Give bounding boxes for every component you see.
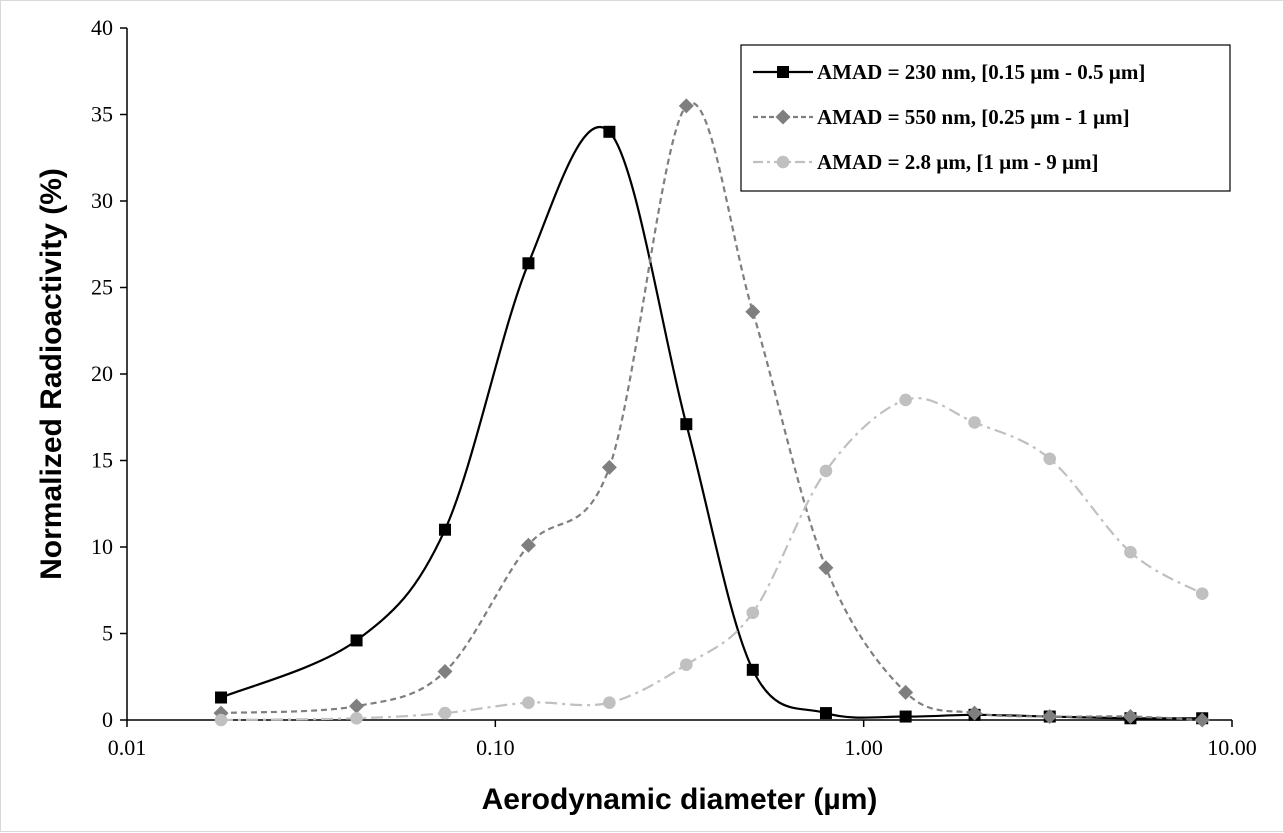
series-2: [213, 98, 1210, 728]
y-tick-label: 40: [91, 15, 113, 40]
series-3-line: [221, 397, 1203, 722]
x-axis-title: Aerodynamic diameter (µm): [482, 783, 878, 816]
data-point: [899, 710, 912, 723]
axes-layer: 0 5 10 15 20 25 30 35 40 0.01 0.10 1.00 10.00: [91, 15, 1257, 760]
data-point: [1124, 545, 1137, 559]
legend-label-3: AMAD = 2.8 µm, [1 µm - 9 µm]: [817, 150, 1099, 174]
y-axis-title: Normalized Radioactivity (%): [35, 168, 68, 580]
data-point: [680, 418, 693, 431]
data-point: [349, 698, 365, 714]
series-2-line: [220, 101, 1203, 722]
data-point: [967, 705, 983, 721]
series-1: [215, 125, 1209, 725]
data-point: [680, 658, 693, 671]
y-tick-label: 0: [102, 707, 113, 732]
data-point: [350, 711, 363, 725]
series-3: [214, 393, 1209, 727]
data-point: [214, 713, 228, 727]
y-tick-label: 30: [91, 188, 113, 213]
legend-marker-3: [776, 155, 790, 169]
data-point: [522, 696, 535, 709]
data-point: [819, 464, 833, 478]
y-tick-label: 25: [91, 275, 113, 300]
data-point: [746, 663, 759, 676]
data-point: [1195, 587, 1209, 601]
data-point: [1043, 452, 1057, 466]
data-point: [746, 606, 760, 620]
y-tick-label: 20: [91, 361, 113, 386]
data-point: [520, 537, 536, 553]
data-point: [678, 98, 694, 114]
legend-marker-2: [775, 109, 791, 125]
data-point: [1194, 712, 1210, 728]
data-point: [522, 257, 535, 270]
x-tick-label: 0.01: [108, 735, 147, 760]
legend-label-2: AMAD = 550 nm, [0.25 µm - 1 µm]: [817, 105, 1130, 129]
legend-box: [740, 44, 1231, 192]
x-tick-label: 1.00: [844, 735, 883, 760]
legend-label-1: AMAD = 230 nm, [0.15 µm - 0.5 µm]: [817, 60, 1145, 84]
data-point: [601, 459, 617, 475]
data-point: [438, 523, 451, 536]
series-layer: [213, 98, 1210, 728]
y-tick-label: 10: [91, 534, 113, 559]
x-tick-label: 0.10: [476, 735, 515, 760]
series-1-line: [220, 125, 1203, 720]
data-point: [898, 684, 914, 700]
legend: AMAD = 230 nm, [0.15 µm - 0.5 µm] AMAD = …: [740, 44, 1231, 192]
data-point: [745, 304, 761, 320]
data-point: [603, 125, 616, 138]
data-point: [968, 416, 981, 429]
data-point: [438, 706, 452, 720]
x-tick-label: 10.00: [1207, 735, 1257, 760]
data-point: [215, 691, 228, 704]
data-point: [818, 560, 834, 576]
y-tick-label: 15: [91, 448, 113, 473]
data-point: [603, 696, 616, 709]
legend-marker-1: [777, 66, 789, 78]
data-point: [350, 634, 363, 647]
data-point: [1122, 709, 1138, 725]
data-point: [899, 393, 912, 407]
y-tick-label: 5: [102, 621, 113, 646]
y-tick-label: 35: [91, 102, 113, 127]
data-point: [1042, 709, 1058, 725]
data-point: [819, 707, 832, 720]
data-point: [437, 664, 453, 680]
